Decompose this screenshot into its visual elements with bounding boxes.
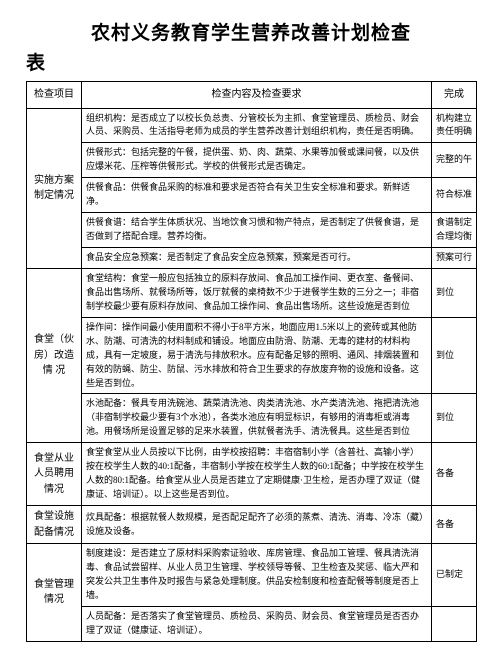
content-cell: 食堂食堂从业人员按以下比例，由学校按招聘：丰宿宿制小学（含普社、高输小学）按在校… (82, 443, 432, 506)
content-cell: 人员配备：是否落实了食堂管理员、质检员、采购员、财会员、食堂管理员是否否办理了双… (82, 606, 432, 641)
table-row: 实施方案制定情况组织机构：是否成立了以校长负总责、分管校长为主抓、食堂管理员、质… (27, 108, 477, 143)
status-cell: 到位 (432, 394, 477, 443)
content-cell: 炊具配备：根据就餐人数规模，是否配足配齐了必须的蒸煮、清洗、消毒、冷冻（藏）设施… (82, 506, 432, 544)
table-row: 供餐食品：供餐食品采购的标准和要求是否符合有关卫生安全标准和要求。新鲜适净。符合… (27, 178, 477, 213)
table-row: 供餐形式：包括完整的午餐，提供蛋、奶、肉、蔬菜、水果等加餐或课间餐，以及供应爆米… (27, 143, 477, 178)
table-row: 食堂（伙房）改造情 况食堂结构：食堂一般应包括独立的原料存放间、食品加工操作间、… (27, 268, 477, 317)
content-cell: 食品安全应急预案：是否制定了食品安全应急预案，预案是否可行。 (82, 248, 432, 269)
content-cell: 供餐食谱：结合学生体质状况、当地饮食习惯和物产特点，是否制定了供餐食谱，是否做到… (82, 213, 432, 248)
inspection-table: 检查项目 检查内容及检查要求 完成 实施方案制定情况组织机构：是否成立了以校长负… (26, 81, 477, 642)
content-cell: 食堂结构：食堂一般应包括独立的原料存放间、食品加工操作间、更衣室、备餐间、食品出… (82, 268, 432, 317)
table-row: 操作间：操作间最小使用面积不得小于8平方米，地面应用1.5米以上的瓷砖或其他防水… (27, 317, 477, 394)
project-cell: 食堂从业人员聘用情况 (27, 443, 82, 506)
status-cell: 食谱制定 合理均衡 (432, 213, 477, 248)
content-cell: 组织机构：是否成立了以校长负总责、分管校长为主抓、食堂管理员、质检员、财会人员、… (82, 108, 432, 143)
status-cell: 到位 (432, 317, 477, 394)
table-row: 人员配备：是否落实了食堂管理员、质检员、采购员、财会员、食堂管理员是否否办理了双… (27, 606, 477, 641)
status-cell: 到位 (432, 268, 477, 317)
status-cell: 完整的午 (432, 143, 477, 178)
table-row: 水池配备：餐具专用洗碗池、蔬菜清洗池、肉类清洗池、水产类清洗池、拖把清洗池（非宿… (27, 394, 477, 443)
status-cell: 已制定 (432, 544, 477, 607)
content-cell: 制度建设：是否建立了原材料采购索证验收、库房管理、食品加工管理、餐具清洗消毒、食… (82, 544, 432, 607)
status-cell: 预案可行 (432, 248, 477, 269)
content-cell: 供餐食品：供餐食品采购的标准和要求是否符合有关卫生安全标准和要求。新鲜适净。 (82, 178, 432, 213)
content-cell: 操作间：操作间最小使用面积不得小于8平方米，地面应用1.5米以上的瓷砖或其他防水… (82, 317, 432, 394)
header-content: 检查内容及检查要求 (82, 82, 432, 109)
page-title: 农村义务教育学生营养改善计划检查 (26, 18, 476, 45)
content-cell: 水池配备：餐具专用洗碗池、蔬菜清洗池、肉类清洗池、水产类清洗池、拖把清洗池（非宿… (82, 394, 432, 443)
project-cell: 食堂管理情况 (27, 544, 82, 642)
page-subtitle: 表 (26, 48, 476, 75)
header-status: 完成 (432, 82, 477, 109)
status-cell: 机构建立 责任明确 (432, 108, 477, 143)
status-cell: 符合标准 (432, 178, 477, 213)
project-cell: 食堂设施配备情况 (27, 506, 82, 544)
project-cell: 食堂（伙房）改造情 况 (27, 268, 82, 442)
status-cell (432, 606, 477, 641)
table-header-row: 检查项目 检查内容及检查要求 完成 (27, 82, 477, 109)
project-cell: 实施方案制定情况 (27, 108, 82, 268)
content-cell: 供餐形式：包括完整的午餐，提供蛋、奶、肉、蔬菜、水果等加餐或课间餐，以及供应爆米… (82, 143, 432, 178)
status-cell: 各备 (432, 443, 477, 506)
table-row: 食堂设施配备情况炊具配备：根据就餐人数规模，是否配足配齐了必须的蒸煮、清洗、消毒… (27, 506, 477, 544)
table-row: 供餐食谱：结合学生体质状况、当地饮食习惯和物产特点，是否制定了供餐食谱，是否做到… (27, 213, 477, 248)
header-project: 检查项目 (27, 82, 82, 109)
table-row: 食堂管理情况制度建设：是否建立了原材料采购索证验收、库房管理、食品加工管理、餐具… (27, 544, 477, 607)
status-cell: 各备 (432, 506, 477, 544)
table-row: 食品安全应急预案：是否制定了食品安全应急预案，预案是否可行。预案可行 (27, 248, 477, 269)
table-row: 食堂从业人员聘用情况食堂食堂从业人员按以下比例，由学校按招聘：丰宿宿制小学（含普… (27, 443, 477, 506)
